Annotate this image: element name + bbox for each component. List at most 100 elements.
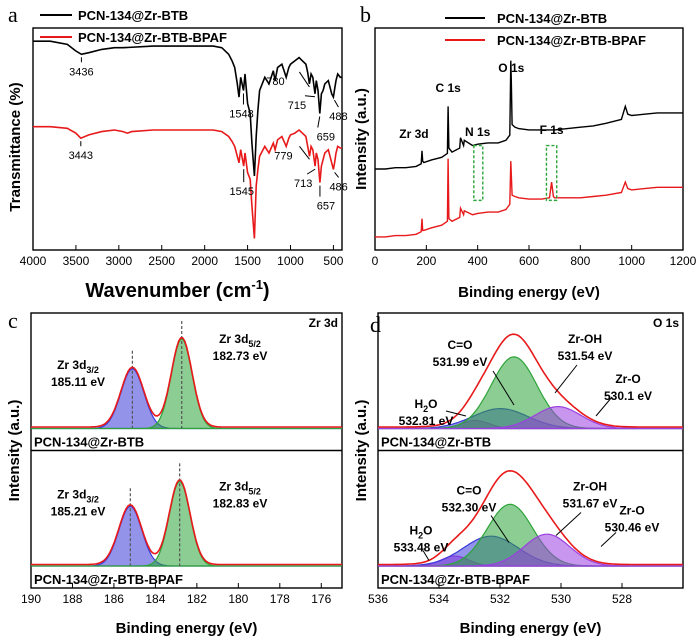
x-tick-label-a: 4000	[20, 254, 47, 268]
peak-label-b: C 1s	[435, 81, 461, 95]
annotation-label-a: 657	[317, 201, 335, 213]
x-tick-label-b: 600	[519, 254, 539, 268]
panel-letter-d: d	[370, 312, 381, 337]
x-tick-label-a: 3000	[105, 254, 132, 268]
annotation-arrow-a	[334, 172, 340, 178]
peak-value-d: 533.48 eV	[394, 541, 449, 555]
xps-line-1	[375, 60, 683, 170]
annotation-label-a: 715	[288, 100, 306, 112]
component-peak-d	[378, 406, 683, 430]
sample-label-d: PCN-134@Zr-BTB-BPAF	[381, 572, 530, 587]
annotation-arrow-a	[317, 116, 321, 128]
highlight-box	[545, 144, 558, 202]
annotation-label-a: 1548	[229, 108, 253, 120]
annotation-label-a: 486	[329, 181, 347, 193]
annotation-label-a: 3443	[69, 150, 93, 162]
peak-label-b: N 1s	[465, 125, 491, 139]
peak-name-d: Zr-OH	[568, 332, 602, 346]
peak-label-b: Zr 3d	[399, 127, 428, 141]
peak-value-d: 531.54 eV	[558, 349, 613, 363]
annotation-label-a: 659	[317, 132, 335, 144]
x-tick-label-c: 176	[311, 592, 331, 606]
component-peak-d	[378, 533, 683, 567]
peak-name-d: H2O	[414, 397, 437, 414]
xps-line-2	[375, 158, 683, 238]
x-tick-label-c: 178	[270, 592, 290, 606]
ftir-line-1	[33, 40, 342, 177]
peak-name-c: Zr 3d3/2	[57, 488, 99, 505]
peak-label-b: F 1s	[540, 123, 564, 137]
panel-letter-b: b	[360, 2, 371, 27]
annotation-arrow-a	[306, 168, 316, 175]
legend-label-b: PCN-134@Zr-BTB-BPAF	[497, 33, 646, 48]
peak-pointer-d	[600, 532, 617, 547]
peak-name-c: Zr 3d5/2	[219, 332, 261, 349]
x-tick-label-d: 536	[368, 592, 388, 606]
y-axis-title-c: Intensity (a.u.)	[6, 400, 23, 502]
peak-name-d: H2O	[409, 524, 432, 541]
peak-value-d: 531.67 eV	[563, 497, 618, 511]
peak-name-d: C=O	[447, 338, 472, 352]
peak-pointer-d	[490, 515, 510, 543]
annotation-label-a: 780	[266, 76, 284, 88]
x-axis-title-b: Binding energy (eV)	[458, 284, 600, 301]
peak-pointer-d	[422, 550, 430, 561]
y-axis-title-b: Intensity (a.u.)	[353, 88, 370, 190]
peak-pointer-d	[492, 370, 515, 406]
x-tick-label-c: 180	[228, 592, 248, 606]
annotation-label-a: 3436	[69, 66, 93, 78]
x-tick-label-b: 400	[468, 254, 488, 268]
x-tick-label-a: 1500	[234, 254, 261, 268]
y-axis-title-a: Transmittance (%)	[7, 82, 24, 211]
annotation-arrow-a	[298, 71, 310, 88]
x-axis-title-d: Binding energy (eV)	[460, 620, 602, 637]
x-axis-title-c: Binding energy (eV)	[116, 620, 258, 637]
peak-value-d: 532.81 eV	[399, 414, 454, 428]
sample-label-d: PCN-134@Zr-BTB	[381, 435, 491, 450]
sample-label-c: PCN-134@Zr-BTB-BPAF	[34, 572, 183, 587]
plot-frame-a	[32, 27, 343, 251]
annotation-label-a: 1545	[229, 186, 253, 198]
panel-a: 4000 3500 3000 2500 2000 1500 1000 500 PCN-134@Z…	[7, 2, 348, 302]
x-tick-label-a: 2500	[148, 254, 175, 268]
envelope-line-c	[31, 336, 342, 428]
legend-label-a: PCN-134@Zr-BTB-BPAF	[78, 30, 227, 45]
sample-label-c: PCN-134@Zr-BTB	[34, 435, 144, 450]
highlight-box	[473, 144, 484, 202]
x-tick-label-a: 3500	[63, 254, 90, 268]
peak-name-d: Zr-O	[619, 504, 644, 518]
ftir-line-2	[33, 125, 342, 239]
legend-label-a: PCN-134@Zr-BTB	[78, 8, 188, 23]
envelope-line-d	[378, 333, 683, 428]
peak-value-d: 530.1 eV	[604, 389, 652, 403]
annotation-label-a: 713	[294, 178, 312, 190]
legend-label-b: PCN-134@Zr-BTB	[497, 11, 607, 26]
envelope-line-c	[31, 479, 342, 566]
panel-b: 0 200 400 600 800 1000 1200 PCN-134@Zr-BTB PCN-1…	[353, 2, 697, 301]
peak-value-c: 182.83 eV	[213, 497, 268, 511]
x-tick-label-d: 530	[551, 592, 571, 606]
x-axis-title-a: Wavenumber (cm-1)	[85, 277, 269, 302]
peak-value-d: 530.46 eV	[605, 521, 660, 535]
peak-value-c: 185.11 eV	[51, 375, 105, 389]
x-tick-label-c: 182	[187, 592, 207, 606]
peak-name-d: C=O	[456, 484, 481, 498]
x-tick-label-c: 188	[62, 592, 82, 606]
core-level-title-c: Zr 3d	[309, 316, 338, 330]
core-level-title-d: O 1s	[653, 316, 679, 330]
x-tick-label-d: 534	[429, 592, 449, 606]
peak-name-c: Zr 3d3/2	[57, 358, 99, 375]
x-tick-label-b: 800	[570, 254, 590, 268]
peak-value-c: 185.21 eV	[51, 505, 106, 519]
x-tick-label-c: 186	[104, 592, 124, 606]
x-tick-label-b: 0	[372, 254, 379, 268]
x-tick-label-d: 528	[612, 592, 632, 606]
x-tick-label-a: 2000	[191, 254, 218, 268]
x-tick-label-c: 184	[145, 592, 165, 606]
peak-name-d: Zr-O	[615, 372, 640, 386]
peak-name-d: Zr-OH	[573, 480, 607, 494]
x-tick-label-d: 532	[490, 592, 510, 606]
x-tick-label-b: 1000	[618, 254, 645, 268]
